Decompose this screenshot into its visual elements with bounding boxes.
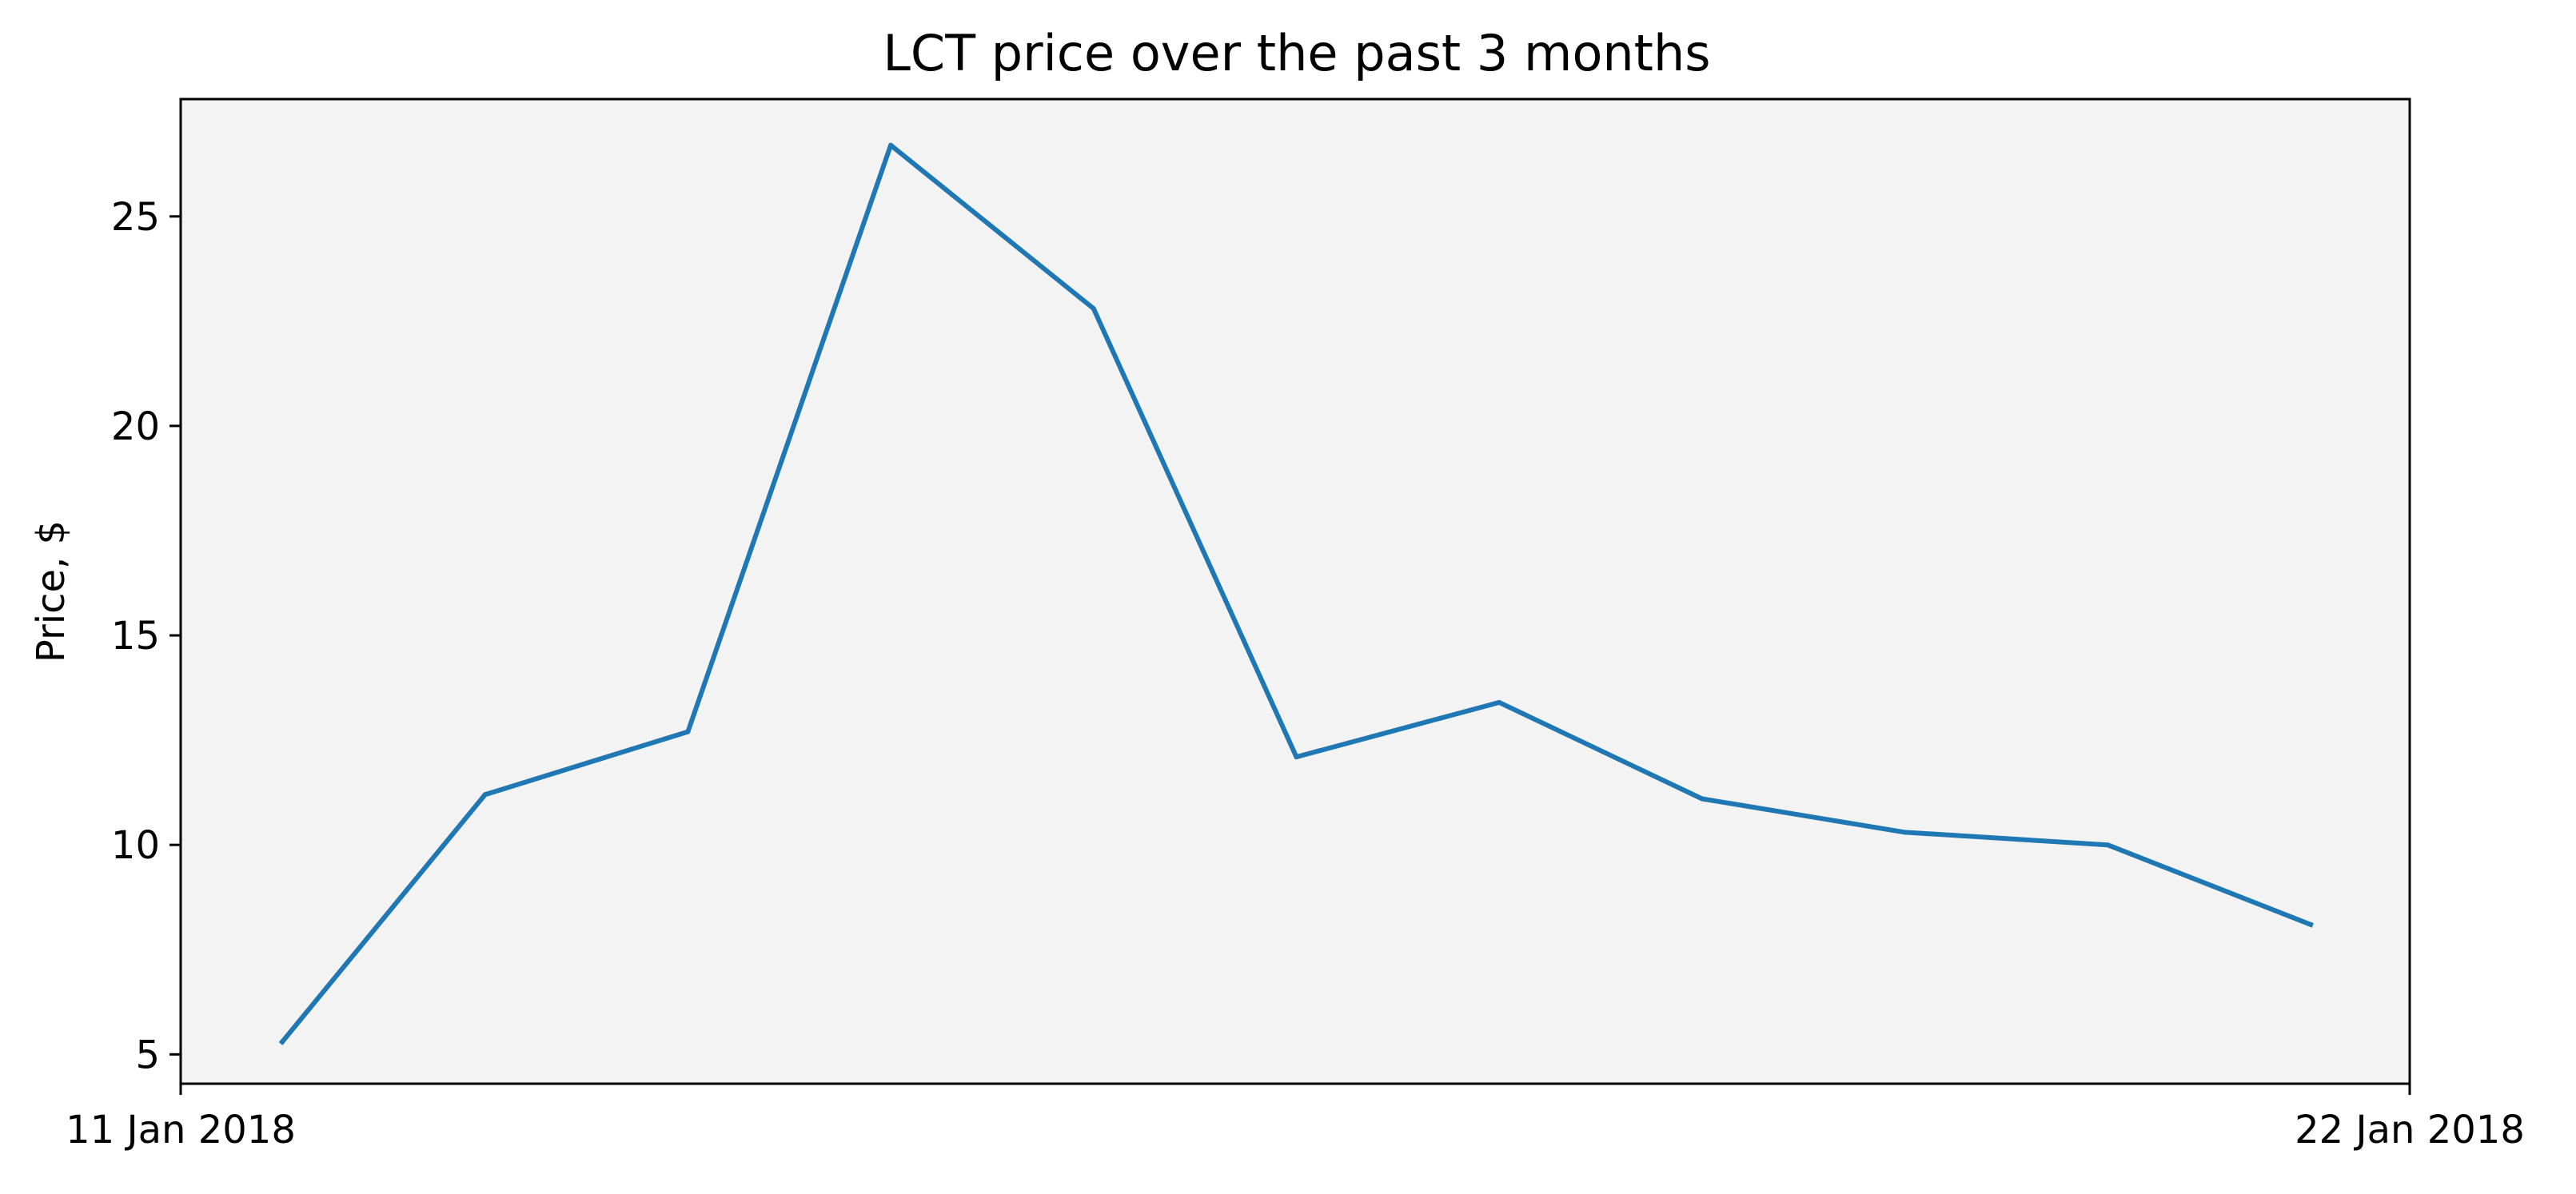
x-tick-label: 22 Jan 2018 — [2295, 1108, 2525, 1152]
data-point — [888, 142, 894, 148]
y-tick-label: 25 — [111, 195, 160, 240]
data-point — [1294, 754, 1299, 760]
data-point — [2308, 921, 2313, 927]
chart-title: LCT price over the past 3 months — [883, 24, 1710, 82]
data-point — [1699, 796, 1705, 802]
data-point — [685, 729, 691, 734]
x-axis-ticks: 11 Jan 2018 22 Jan 2018 — [66, 1084, 2525, 1152]
plot-frame — [179, 98, 2411, 1085]
data-point — [1497, 699, 1502, 705]
y-tick-label: 5 — [135, 1033, 160, 1077]
data-point — [482, 792, 488, 798]
y-tick-label: 15 — [111, 614, 160, 659]
x-tick-label: 11 Jan 2018 — [66, 1108, 296, 1152]
y-tick-label: 10 — [111, 823, 160, 868]
plot-area — [181, 99, 2410, 1084]
data-point — [2105, 842, 2111, 848]
y-axis-label: Price, $ — [29, 520, 74, 663]
y-tick-label: 20 — [111, 404, 160, 449]
data-point — [1091, 306, 1096, 312]
data-points — [280, 142, 2313, 1045]
y-axis-ticks: 5 10 15 20 25 — [111, 195, 181, 1077]
data-point — [280, 1039, 285, 1045]
data-point — [1902, 830, 1908, 835]
